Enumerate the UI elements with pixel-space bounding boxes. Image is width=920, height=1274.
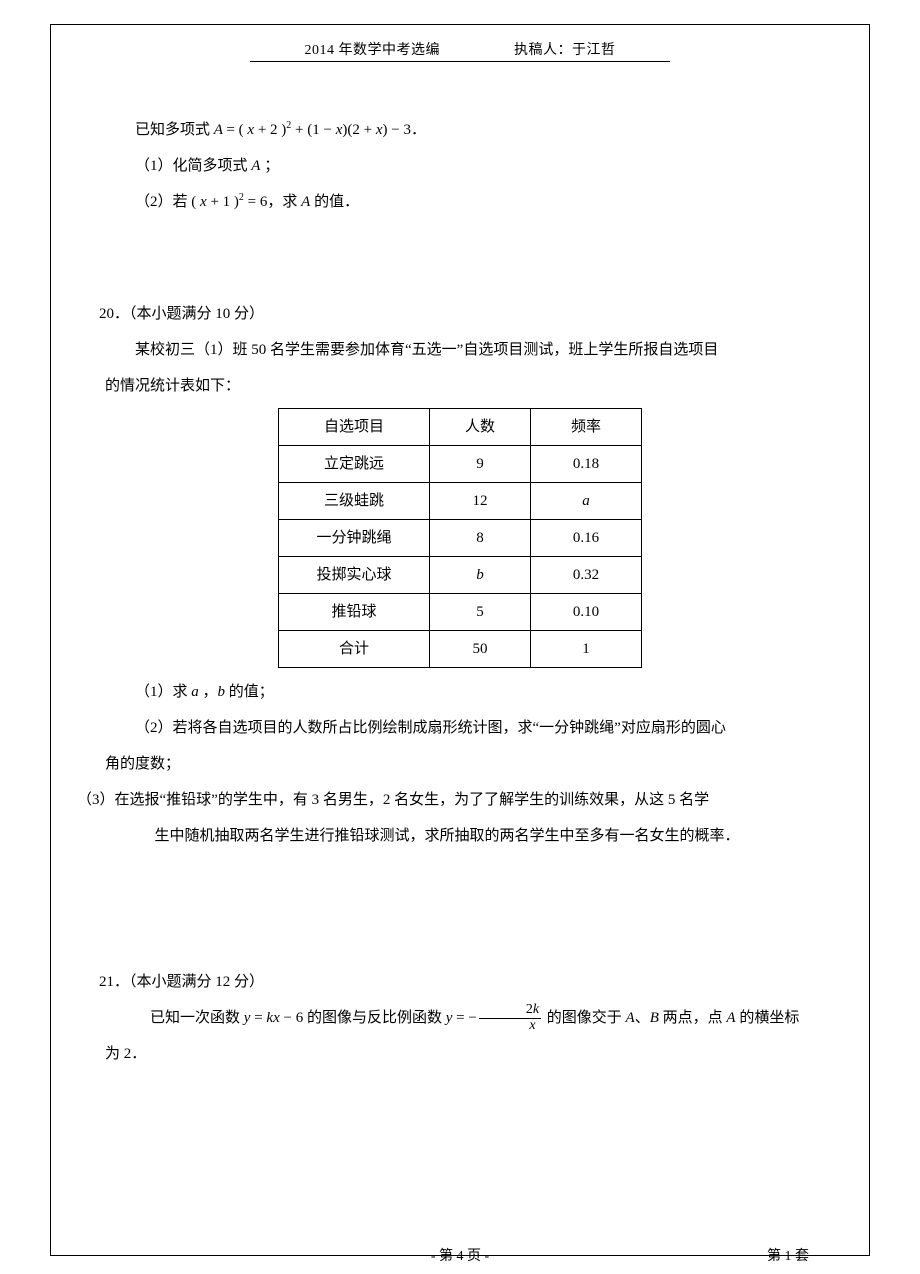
q19-formula: A = ( x + 2 )2 + (1 − x)(2 + x) − 3 xyxy=(214,122,411,138)
q21-line1: 已知一次函数 y = kx − 6 的图像与反比例函数 y = −2kx 的图像… xyxy=(105,1000,815,1036)
cell: 50 xyxy=(430,631,531,668)
q20-p2b: 角的度数； xyxy=(105,746,815,782)
cell: 5 xyxy=(430,594,531,631)
cell: 8 xyxy=(430,520,531,557)
q20-table: 自选项目 人数 频率 立定跳远 9 0.18 三级蛙跳 xyxy=(278,408,642,668)
q19-p2-formula: ( x + 1 )2 = 6 xyxy=(191,194,267,210)
table-row: 推铅球 5 0.10 xyxy=(279,594,642,631)
cell: 1 xyxy=(531,631,642,668)
table-row: 一分钟跳绳 8 0.16 xyxy=(279,520,642,557)
q20-p3a: （3）在选报“推铅球”的学生中，有 3 名男生，2 名女生，为了了解学生的训练效… xyxy=(77,782,815,818)
q21: 21．（本小题满分 12 分） 已知一次函数 y = kx − 6 的图像与反比… xyxy=(105,964,815,1072)
th-count: 人数 xyxy=(430,409,531,446)
table-row: 立定跳远 9 0.18 xyxy=(279,446,642,483)
q19-p2-post: ，求 A 的值． xyxy=(267,194,359,210)
th-item: 自选项目 xyxy=(279,409,430,446)
q21-text: 的图像交于 A、B 两点，点 A 的横坐标 xyxy=(543,1010,799,1026)
q19-part1: （1）化简多项式 A ； xyxy=(105,148,815,184)
footer-page-num: - 第 4 页 - xyxy=(431,1245,489,1265)
cell: 9 xyxy=(430,446,531,483)
q20-head: 20．（本小题满分 10 分） xyxy=(99,296,815,332)
cell: 12 xyxy=(430,483,531,520)
q19-p2-pre: （2）若 xyxy=(135,194,191,210)
cell-italic: a xyxy=(531,483,642,520)
q21-head: 21．（本小题满分 12 分） xyxy=(99,964,815,1000)
table-row: 投掷实心球 b 0.32 xyxy=(279,557,642,594)
page-header: 2014 年数学中考选编 执稿人：于江哲 xyxy=(91,39,829,59)
cell: 立定跳远 xyxy=(279,446,430,483)
q21-line2: 为 2． xyxy=(105,1036,815,1072)
table-row: 合计 50 1 xyxy=(279,631,642,668)
header-author: 执稿人：于江哲 xyxy=(514,39,616,59)
cell-italic: b xyxy=(430,557,531,594)
footer-set-num: 第 1 套 xyxy=(767,1245,809,1265)
q19-period: ． xyxy=(411,122,426,138)
cell: 合计 xyxy=(279,631,430,668)
page-frame: 2014 年数学中考选编 执稿人：于江哲 已知多项式 A = ( x + 2 )… xyxy=(50,24,870,1256)
cell: 0.32 xyxy=(531,557,642,594)
cell: 推铅球 xyxy=(279,594,430,631)
content-area: 已知多项式 A = ( x + 2 )2 + (1 − x)(2 + x) − … xyxy=(91,62,829,1072)
cell: 三级蛙跳 xyxy=(279,483,430,520)
cell: 0.16 xyxy=(531,520,642,557)
cell: 投掷实心球 xyxy=(279,557,430,594)
th-freq: 频率 xyxy=(531,409,642,446)
q19-text: 已知多项式 xyxy=(135,122,214,138)
q21-f2: y = − xyxy=(446,1010,477,1026)
q20-p1: （1）求 a ，b 的值； xyxy=(105,674,815,710)
cell: 0.18 xyxy=(531,446,642,483)
cell: 0.10 xyxy=(531,594,642,631)
q20-p3b: 生中随机抽取两名学生进行推铅球测试，求所抽取的两名学生中至多有一名女生的概率． xyxy=(105,818,815,854)
q20-intro2: 的情况统计表如下： xyxy=(105,368,815,404)
table-header-row: 自选项目 人数 频率 xyxy=(279,409,642,446)
header-title: 2014 年数学中考选编 xyxy=(305,39,441,59)
q21-f1: y = kx − 6 xyxy=(244,1010,303,1026)
table-row: 三级蛙跳 12 a xyxy=(279,483,642,520)
q20: 20．（本小题满分 10 分） 某校初三（1）班 50 名学生需要参加体育“五选… xyxy=(105,296,815,854)
q21-text: 的图像与反比例函数 xyxy=(303,1010,446,1026)
q20-intro1: 某校初三（1）班 50 名学生需要参加体育“五选一”自选项目测试，班上学生所报自… xyxy=(105,332,815,368)
q21-text: 已知一次函数 xyxy=(150,1010,244,1026)
cell: 一分钟跳绳 xyxy=(279,520,430,557)
q20-p2a: （2）若将各自选项目的人数所占比例绘制成扇形统计图，求“一分钟跳绳”对应扇形的圆… xyxy=(105,710,815,746)
q19-part2: （2）若 ( x + 1 )2 = 6，求 A 的值． xyxy=(105,184,815,220)
q19-line1: 已知多项式 A = ( x + 2 )2 + (1 − x)(2 + x) − … xyxy=(105,112,815,148)
q21-fraction: 2kx xyxy=(477,1003,543,1033)
table-body: 立定跳远 9 0.18 三级蛙跳 12 a 一分钟跳绳 8 0.16 xyxy=(279,446,642,668)
page: 2014 年数学中考选编 执稿人：于江哲 已知多项式 A = ( x + 2 )… xyxy=(0,0,920,1274)
